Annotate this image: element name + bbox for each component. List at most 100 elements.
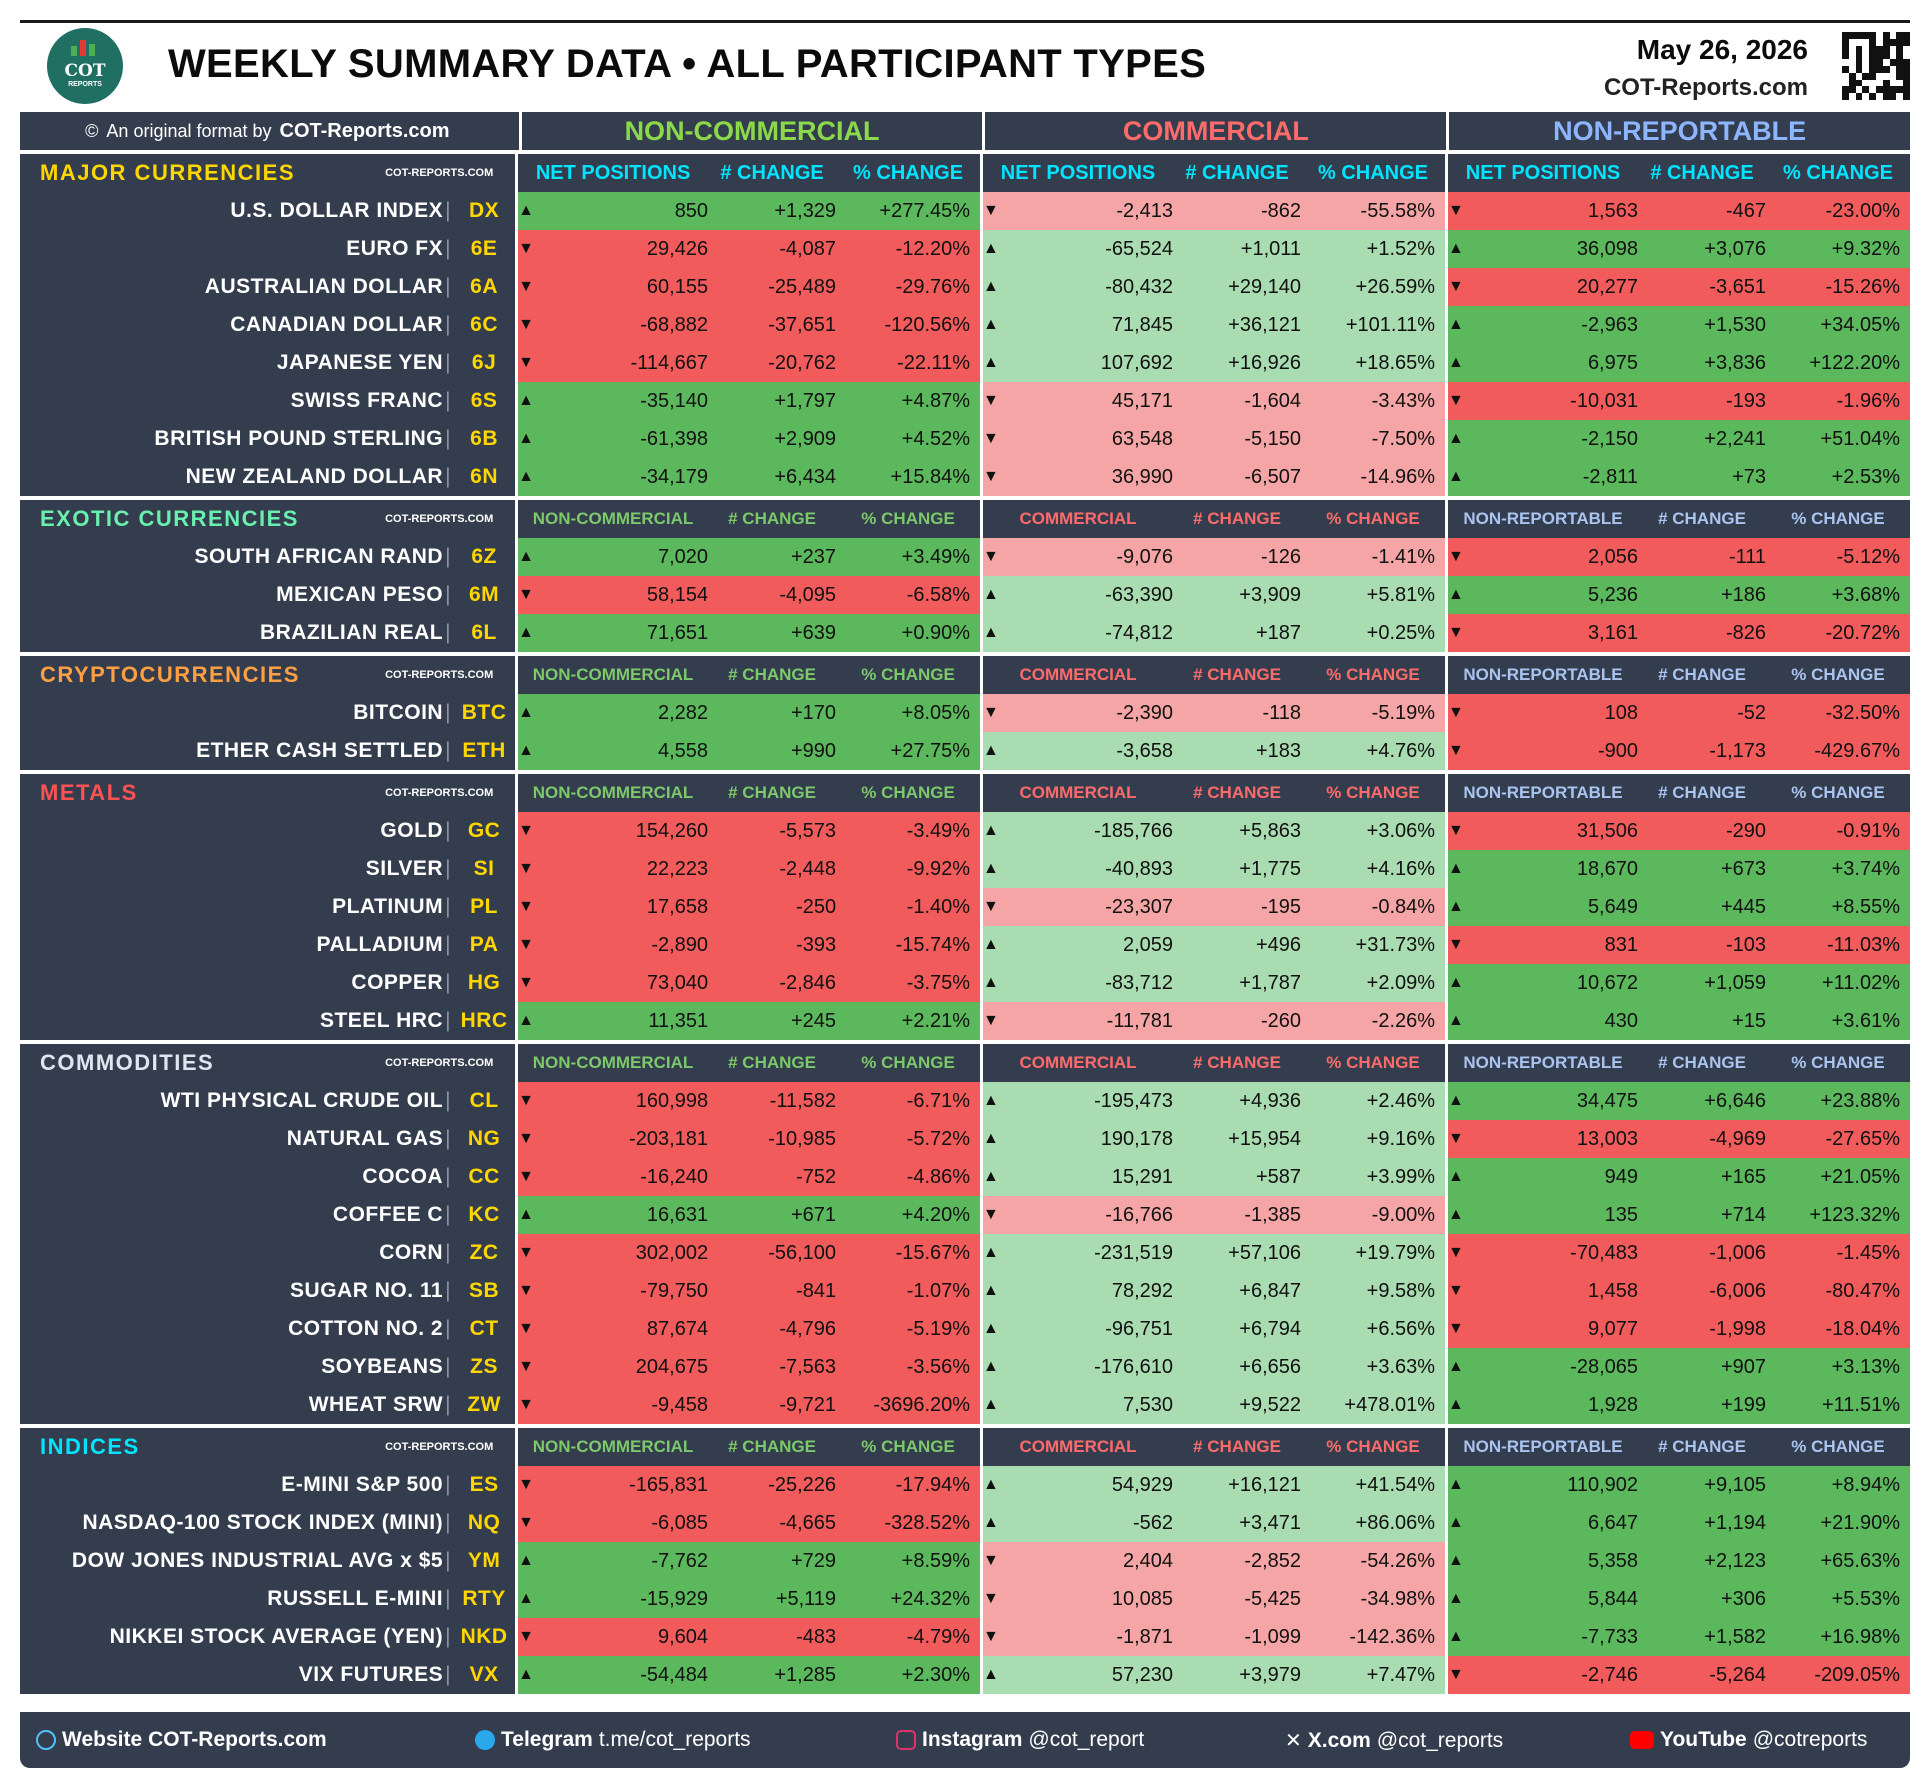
column-headers: COMMERCIAL # CHANGE % CHANGE — [983, 500, 1446, 538]
net-position: -2,963 — [1581, 313, 1638, 336]
net-position: 78,292 — [1111, 1279, 1174, 1302]
table-row: COTTON NO. 2 | CT ▼ 87,674 -4,796 -5.19% ▲ -96,7… — [20, 1310, 1910, 1348]
number-change: +6,646 — [1704, 1089, 1766, 1112]
arrow-up-icon: ▲ — [1448, 898, 1464, 915]
arrow-down-icon: ▼ — [1448, 936, 1464, 953]
column-header: COMMERCIAL — [1019, 1053, 1137, 1072]
column-headers: NET POSITIONS # CHANGE % CHANGE — [518, 154, 981, 192]
arrow-up-icon: ▲ — [1448, 1092, 1464, 1109]
net-position: 71,845 — [1111, 313, 1174, 336]
number-change: +3,909 — [1239, 583, 1302, 606]
column-headers: NON-REPORTABLE # CHANGE % CHANGE — [1448, 1044, 1910, 1082]
footer-youtube-value: @cotreports — [1752, 1728, 1868, 1751]
percent-change: +0.25% — [1366, 621, 1436, 644]
net-position: -2,811 — [1582, 465, 1638, 488]
net-position: 11,351 — [648, 1009, 709, 1032]
percent-change: -6.71% — [906, 1089, 971, 1112]
instrument-symbol: GC — [467, 819, 501, 842]
percent-change: -1.41% — [1371, 545, 1436, 568]
values-nr: ▲ -2,963 +1,530 +34.05% — [1448, 306, 1910, 344]
column-header: % CHANGE — [1318, 161, 1429, 184]
column-header: NET POSITIONS — [1465, 161, 1621, 184]
values-nc: ▼ 154,260 -5,573 -3.49% — [518, 812, 981, 850]
arrow-down-icon: ▼ — [518, 586, 534, 603]
number-change: -2,852 — [1244, 1549, 1302, 1572]
column-header: # CHANGE — [1658, 665, 1746, 684]
instrument-label: COFFEE C — [332, 1203, 444, 1226]
column-headers: NON-COMMERCIAL # CHANGE % CHANGE — [518, 500, 981, 538]
net-position: 1,563 — [1587, 199, 1638, 222]
column-header: NON-COMMERCIAL — [532, 1437, 694, 1456]
instrument-name: NEW ZEALAND DOLLAR | 6N — [20, 458, 515, 496]
table-row: RUSSELL E-MINI | RTY ▲ -15,929 +5,119 +24.32% ▼… — [20, 1580, 1910, 1618]
percent-change: +26.59% — [1355, 275, 1436, 298]
net-position: 57,230 — [1111, 1663, 1174, 1686]
credit-prefix: An original format by — [106, 120, 272, 141]
footer-telegram[interactable]: Telegram t.me/cot_reports — [475, 1728, 751, 1752]
arrow-up-icon: ▲ — [983, 316, 999, 333]
instrument-symbol: 6M — [469, 583, 500, 606]
divider: | — [445, 389, 452, 412]
arrow-down-icon: ▼ — [518, 822, 534, 839]
arrow-down-icon: ▼ — [518, 1282, 534, 1299]
instrument-name: BRITISH POUND STERLING | 6B — [20, 420, 515, 458]
table-row: JAPANESE YEN | 6J ▼ -114,667 -20,762 -22.11% ▲ 1… — [20, 344, 1910, 382]
percent-change: +2.53% — [1831, 465, 1900, 488]
number-change: -483 — [796, 1625, 837, 1648]
instrument-name: COCOA | CC — [20, 1158, 515, 1196]
number-change: +6,794 — [1239, 1317, 1302, 1340]
values-nc: ▼ 29,426 -4,087 -12.20% — [518, 230, 981, 268]
net-position: 63,548 — [1111, 427, 1174, 450]
net-position: 154,260 — [635, 819, 709, 842]
net-position: -11,781 — [1106, 1009, 1174, 1032]
instrument-symbol: HG — [467, 971, 501, 994]
arrow-up-icon: ▲ — [518, 1012, 534, 1029]
values-nr: ▲ 10,672 +1,059 +11.02% — [1448, 964, 1910, 1002]
divider: | — [445, 1127, 452, 1150]
column-header: % CHANGE — [861, 1437, 955, 1456]
net-position: -203,181 — [629, 1127, 709, 1150]
instrument-label: DOW JONES INDUSTRIAL AVG x $5 — [71, 1549, 444, 1572]
footer-youtube[interactable]: YouTube @cotreports — [1630, 1728, 1867, 1752]
percent-change: -328.52% — [884, 1511, 971, 1534]
values-nr: ▼ 831 -103 -11.03% — [1448, 926, 1910, 964]
instrument-cell: SILVER | SI — [20, 850, 516, 888]
table-row: EURO FX | 6E ▼ 29,426 -4,087 -12.20% ▲ -65,524 +1… — [20, 230, 1910, 268]
instrument-label: MEXICAN PESO — [276, 583, 444, 606]
number-change: -467 — [1725, 199, 1766, 222]
divider: | — [445, 819, 452, 842]
instrument-symbol: HRC — [460, 1009, 508, 1032]
column-headers: NON-COMMERCIAL # CHANGE % CHANGE — [518, 1044, 981, 1082]
column-header: NON-COMMERCIAL — [532, 665, 694, 684]
values-c: ▲ -40,893 +1,775 +4.16% — [983, 850, 1446, 888]
number-change: +3,076 — [1704, 237, 1766, 260]
footer-bar: Website COT-Reports.com Telegram t.me/co… — [20, 1712, 1910, 1768]
footer-x[interactable]: ✕ X.com @cot_reports — [1285, 1728, 1503, 1753]
number-change: +2,241 — [1704, 427, 1766, 450]
group-title-nr: NON-REPORTABLE — [1449, 112, 1910, 150]
percent-change: +8.59% — [901, 1549, 971, 1572]
net-position: -900 — [1597, 739, 1638, 762]
values-nr: ▲ 110,902 +9,105 +8.94% — [1448, 1466, 1910, 1504]
number-change: +1,530 — [1704, 313, 1766, 336]
net-position: -74,812 — [1105, 621, 1174, 644]
column-header: % CHANGE — [1326, 1053, 1420, 1072]
column-header: NON-COMMERCIAL — [532, 509, 694, 528]
section-name: CRYPTOCURRENCIES — [40, 662, 300, 687]
column-headers: NON-REPORTABLE # CHANGE % CHANGE — [1448, 500, 1910, 538]
net-position: 2,282 — [658, 701, 709, 724]
percent-change: -142.36% — [1349, 1625, 1436, 1648]
column-header: COMMERCIAL — [1019, 783, 1137, 802]
percent-change: -5.72% — [906, 1127, 971, 1150]
number-change: +6,434 — [774, 465, 837, 488]
arrow-up-icon: ▲ — [1448, 860, 1464, 877]
arrow-down-icon: ▼ — [518, 240, 534, 257]
instrument-symbol: SB — [469, 1279, 500, 1302]
arrow-up-icon: ▲ — [518, 548, 534, 565]
arrow-up-icon: ▲ — [983, 1130, 999, 1147]
column-header: # CHANGE — [1185, 161, 1289, 184]
instrument-cell: DOW JONES INDUSTRIAL AVG x $5 | YM — [20, 1542, 516, 1580]
footer-website[interactable]: Website COT-Reports.com — [36, 1728, 327, 1752]
footer-instagram[interactable]: Instagram @cot_report — [896, 1728, 1144, 1752]
values-c: ▲ 2,059 +496 +31.73% — [983, 926, 1446, 964]
